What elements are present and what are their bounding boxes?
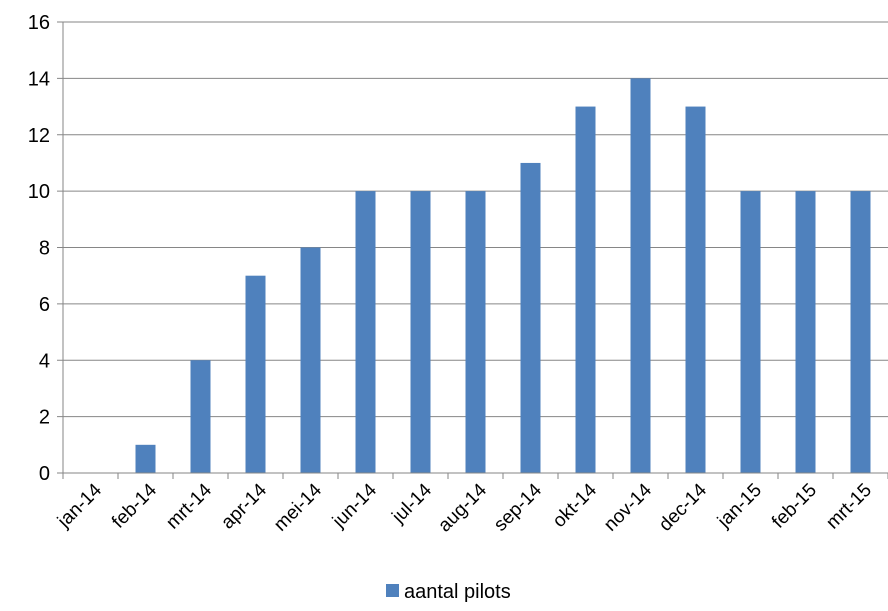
y-axis-ticks: 0 2 4 6 8 10 12 14 16 xyxy=(28,12,63,485)
legend-swatch xyxy=(386,584,399,597)
x-tick-label: jun-14 xyxy=(328,479,381,532)
bar-sep-14 xyxy=(520,162,541,473)
bar-jan-15 xyxy=(740,191,761,473)
bar-jun-14 xyxy=(355,191,376,473)
legend: aantal pilots xyxy=(386,581,511,603)
y-tick-label: 14 xyxy=(28,68,50,90)
bar-feb-15 xyxy=(795,191,816,473)
bar-feb-14 xyxy=(135,444,156,473)
bar-aug-14 xyxy=(465,191,486,473)
x-tick-label: nov-14 xyxy=(600,479,656,535)
bar-dec-14 xyxy=(685,106,706,473)
y-tick-label: 16 xyxy=(28,12,50,34)
x-tick-label: aug-14 xyxy=(434,479,491,536)
bar-mei-14 xyxy=(300,247,321,473)
axes xyxy=(62,22,888,474)
x-tick-label: mei-14 xyxy=(270,479,326,535)
x-axis-ticks: jan-14 feb-14 mrt-14 apr-14 mei-14 jun-14 jul-… xyxy=(53,473,888,536)
y-tick-label: 0 xyxy=(39,463,50,485)
bar-mrt-14 xyxy=(190,360,211,473)
y-tick-label: 4 xyxy=(39,350,50,372)
x-tick-label: jan-15 xyxy=(713,480,766,533)
x-tick-label: jan-14 xyxy=(53,479,106,532)
y-tick-label: 6 xyxy=(39,294,50,316)
x-tick-label: apr-14 xyxy=(217,479,271,533)
y-tick-label: 2 xyxy=(39,407,50,429)
bar-jul-14 xyxy=(410,191,431,473)
x-tick-label: dec-14 xyxy=(655,479,711,535)
bars xyxy=(135,78,871,473)
x-tick-label: mrt-15 xyxy=(822,480,876,534)
x-tick-label: jul-14 xyxy=(388,479,437,528)
x-tick-label: mrt-14 xyxy=(162,479,216,533)
y-tick-label: 8 xyxy=(39,238,50,260)
x-tick-label: feb-14 xyxy=(108,479,161,532)
x-tick-label: okt-14 xyxy=(549,479,601,531)
bar-mrt-15 xyxy=(850,191,871,473)
legend-label: aantal pilots xyxy=(404,581,511,603)
bar-nov-14 xyxy=(630,78,651,473)
y-tick-label: 12 xyxy=(28,125,50,147)
bar-apr-14 xyxy=(245,275,266,473)
bar-okt-14 xyxy=(575,106,596,473)
x-tick-label: feb-15 xyxy=(768,480,821,533)
x-tick-label: sep-14 xyxy=(490,479,546,535)
y-tick-label: 10 xyxy=(28,181,50,203)
